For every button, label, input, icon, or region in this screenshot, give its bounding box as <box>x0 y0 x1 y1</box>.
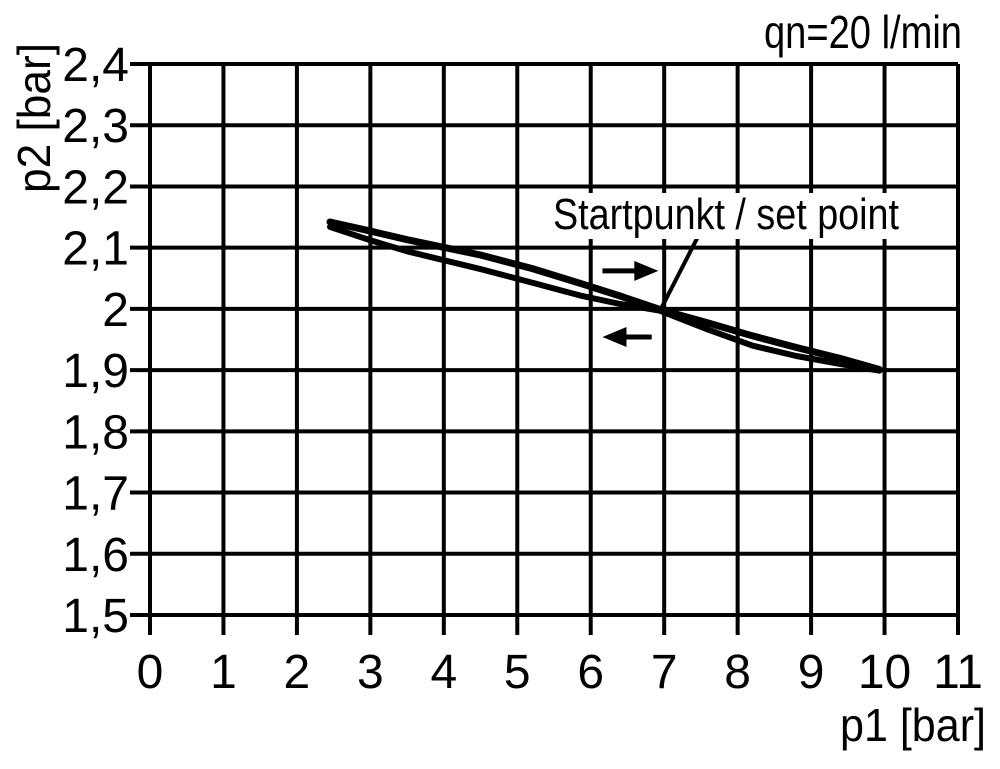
x-tick-label: 6 <box>577 646 604 699</box>
y-tick-label: 2 <box>102 284 129 337</box>
y-tick-label: 1,8 <box>62 406 129 459</box>
x-tick-label: 4 <box>430 646 457 699</box>
x-tick-label: 1 <box>210 646 237 699</box>
x-tick-label: 7 <box>651 646 678 699</box>
annotation-label: Startpunkt / set point <box>553 190 899 239</box>
y-tick-label: 1,6 <box>62 529 129 582</box>
arrowhead-left-icon <box>602 327 627 348</box>
x-tick-label: 8 <box>724 646 751 699</box>
y-tick-label: 1,9 <box>62 345 129 398</box>
series-layer <box>326 218 883 374</box>
y-axis-label: p2 [bar] <box>8 43 60 193</box>
series-curve-right <box>326 218 883 373</box>
grid-layer <box>130 62 960 635</box>
x-tick-label: 5 <box>504 646 531 699</box>
annotation-background <box>551 193 901 239</box>
chart-title: qn=20 l/min <box>764 6 962 58</box>
series-curve-left <box>327 223 883 374</box>
y-tick-label: 2,4 <box>62 39 129 92</box>
tick-label-layer: 0 1 2 3 4 5 6 7 8 9 10 112,42,32,22,121,91,81,71,61… <box>62 39 983 699</box>
x-tick-label: 10 <box>858 646 911 699</box>
x-tick-label: 2 <box>284 646 311 699</box>
y-tick-label: 1,5 <box>62 590 129 643</box>
y-tick-label: 2,3 <box>62 100 129 153</box>
y-tick-label: 1,7 <box>62 468 129 521</box>
arrow-layer <box>602 235 700 348</box>
y-tick-label: 2,1 <box>62 223 129 276</box>
annotation-leader-line <box>659 235 700 310</box>
y-tick-label: 2,2 <box>62 161 129 214</box>
x-tick-label: 0 <box>137 646 164 699</box>
arrowhead-right-icon <box>634 260 659 281</box>
x-tick-label: 3 <box>357 646 384 699</box>
x-axis-label: p1 [bar] <box>840 699 986 751</box>
x-tick-label: 9 <box>798 646 825 699</box>
x-tick-label: 11 <box>933 646 983 699</box>
